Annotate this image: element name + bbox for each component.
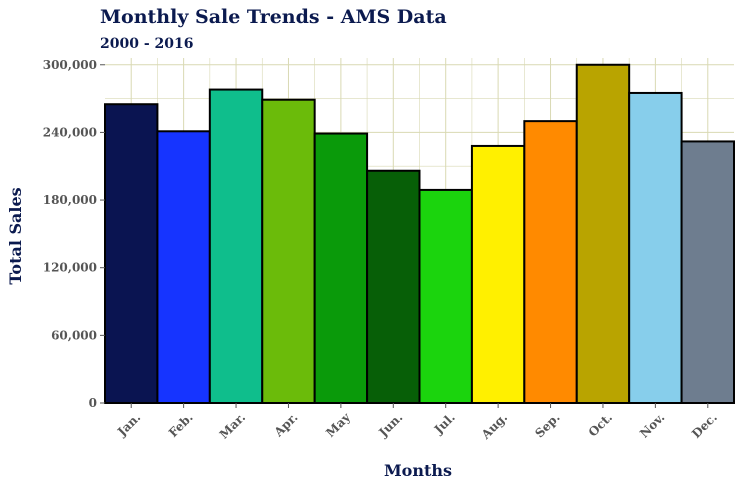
x-tick-label: May (323, 409, 353, 439)
x-tick-label: Oct. (586, 410, 615, 439)
x-tick-label: Sep. (532, 410, 562, 440)
y-tick-label: 180,000 (43, 193, 97, 207)
x-axis-title: Months (384, 461, 452, 480)
y-tick-label: 300,000 (43, 58, 97, 72)
bar-oct (575, 63, 631, 404)
y-tick-label: 120,000 (43, 261, 97, 275)
y-tick-label: 240,000 (43, 125, 97, 139)
x-tick-label: Aug. (478, 410, 510, 442)
x-tick-label: Mar. (217, 410, 248, 441)
bar-feb (156, 130, 211, 405)
x-tick-label: Jul. (431, 410, 458, 437)
x-tick-label: Feb. (166, 410, 196, 440)
x-tick-label: Nov. (637, 410, 667, 440)
bar-aug (470, 144, 526, 405)
chart-subtitle: 2000 - 2016 (100, 36, 194, 52)
bar-nov (628, 91, 683, 404)
x-tick-label: Jun. (375, 410, 405, 440)
bar-mar (208, 88, 264, 404)
x-tick-label: Jan. (114, 410, 143, 439)
bar-apr (261, 98, 316, 404)
bar-jan (104, 103, 159, 404)
x-tick-label: Apr. (271, 410, 301, 440)
bar-jul (418, 188, 473, 404)
bar-sep (523, 120, 578, 404)
bar-dec (680, 140, 735, 404)
bar-may (313, 132, 369, 404)
x-tick-label: Dec. (689, 410, 720, 441)
y-tick-label: 60,000 (51, 328, 97, 342)
y-axis-title: Total Sales (6, 187, 25, 284)
bar-jun (366, 169, 421, 404)
bars (104, 63, 735, 405)
y-tick-label: 0 (89, 396, 97, 410)
chart-title: Monthly Sale Trends - AMS Data (100, 6, 447, 28)
